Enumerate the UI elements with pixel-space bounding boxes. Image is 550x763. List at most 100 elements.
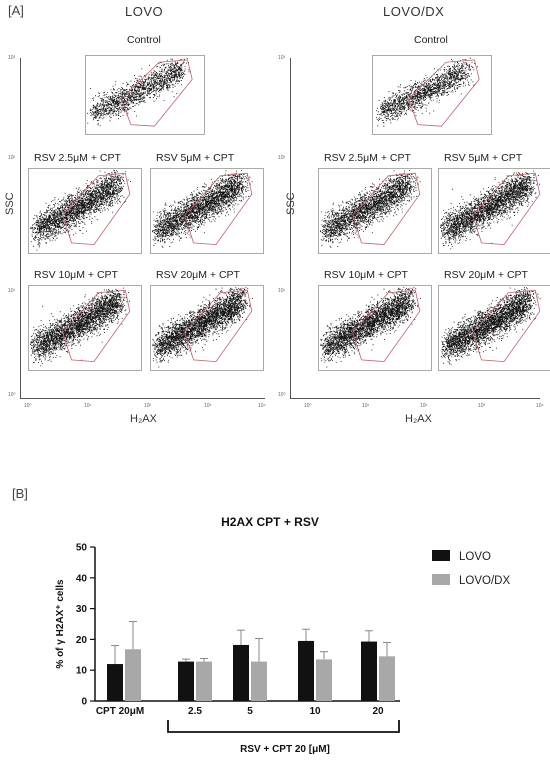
h2ax-gate [184, 172, 253, 246]
bar-lovo [298, 640, 314, 701]
x-tick-label: 10¹ [84, 403, 92, 409]
x-axis-line-lovo-dx [290, 398, 540, 399]
h2ax-gate [120, 59, 193, 127]
condition-title: RSV 5μM + CPT [156, 152, 235, 164]
h2ax-gate [472, 289, 541, 363]
scatter-events [320, 170, 421, 248]
category-label: 10 [309, 706, 321, 717]
control-scatter [376, 57, 480, 127]
y-tick-label: 10³ [278, 55, 286, 61]
condition-title: RSV 5μM + CPT [444, 152, 523, 164]
legend-swatch [432, 550, 450, 561]
ssc-axis-label-lovo-dx: SSC [285, 192, 297, 215]
y-axis-label: % of γ H2AX⁺ cells [55, 579, 66, 669]
x-tick-label: 10² [420, 403, 428, 409]
bar-lovo-dx [316, 659, 332, 701]
condition-plot-lovo-dx-3 [438, 285, 550, 371]
y-tick-label: 10¹ [278, 288, 286, 294]
bar-lovo-dx [196, 661, 212, 701]
condition-title: RSV 20μM + CPT [444, 269, 528, 281]
h2ax-gate [472, 172, 541, 246]
control-scatter [87, 58, 193, 127]
h2ax-gate [62, 289, 131, 363]
x-tick-label: 10¹ [362, 403, 370, 409]
scatter-events [30, 287, 131, 367]
h2ax-gate [62, 172, 131, 246]
scatter-events [152, 287, 253, 368]
group-title-lovo-dx: LOVO/DX [383, 4, 445, 19]
x-tick-label: 10² [144, 403, 152, 409]
x-tick-label: 10³ [204, 403, 212, 409]
condition-plot-lovo-3 [150, 285, 264, 371]
scatter-events [152, 170, 253, 248]
h2ax-axis-label-lovo: H₂AX [130, 413, 157, 425]
ssc-axis-label-lovo: SSC [4, 192, 16, 215]
category-label: 20 [372, 706, 384, 717]
bar-lovo-dx [379, 656, 395, 701]
group-title-lovo: LOVO [125, 4, 164, 19]
control-plot-lovo [85, 55, 205, 135]
scatter-events [440, 170, 540, 250]
condition-scatter [440, 287, 541, 365]
h2ax-gate [352, 172, 421, 246]
group-bracket [167, 720, 400, 733]
condition-plot-lovo-2 [28, 285, 142, 371]
y-tick-label: 10 [76, 666, 88, 677]
y-tick-label: 10² [8, 155, 16, 161]
control-title-lovo-dx: Control [414, 34, 448, 46]
scatter-events [440, 287, 541, 365]
panel-b-label: [B] [12, 486, 28, 501]
condition-plot-lovo-1 [150, 168, 264, 254]
y-tick-label: 10⁰ [8, 392, 16, 398]
bar-lovo [233, 644, 249, 701]
y-tick-label: 0 [81, 697, 87, 708]
condition-title: RSV 2.5μM + CPT [324, 152, 411, 164]
category-label: CPT 20μM [96, 706, 144, 717]
control-title-lovo: Control [127, 34, 161, 46]
x-axis-label: RSV + CPT 20 [μM] [240, 744, 330, 755]
control-plot-lovo-dx [372, 55, 492, 135]
condition-scatter [320, 287, 421, 368]
x-tick-label: 10⁴ [536, 403, 544, 409]
condition-title: RSV 2.5μM + CPT [34, 152, 121, 164]
condition-scatter [30, 170, 131, 251]
scatter-events [376, 57, 478, 127]
y-axis-line-lovo [20, 58, 21, 398]
scatter-events [87, 58, 190, 127]
x-tick-label: 10³ [478, 403, 486, 409]
chart-title: H2AX CPT + RSV [221, 515, 319, 529]
condition-scatter [320, 170, 421, 248]
y-axis-line-lovo-dx [290, 58, 291, 398]
condition-plot-lovo-0 [28, 168, 142, 254]
condition-scatter [152, 287, 253, 368]
x-tick-label: 10⁰ [304, 403, 312, 409]
bar-chart: H2AX CPT + RSV 0 10 20 30 40 50 % of γ H2AX⁺ ce… [55, 515, 510, 755]
scatter-events [30, 170, 131, 251]
y-tick-label: 20 [76, 635, 88, 646]
scatter-events [320, 287, 421, 368]
x-tick-label: 10⁴ [258, 403, 266, 409]
category-label: 2.5 [188, 706, 202, 717]
y-tick-label: 10³ [8, 55, 16, 61]
y-tick-label: 40 [76, 573, 88, 584]
y-tick-label: 30 [76, 604, 88, 615]
condition-scatter [152, 170, 253, 248]
bar-lovo [178, 661, 194, 701]
h2ax-axis-label-lovo-dx: H₂AX [405, 413, 432, 425]
bar-lovo-dx [125, 649, 141, 701]
legend-label: LOVO/DX [459, 575, 510, 587]
condition-title: RSV 10μM + CPT [34, 269, 118, 281]
condition-plot-lovo-dx-0 [318, 168, 432, 254]
y-tick-label: 10¹ [8, 288, 16, 294]
x-tick-label: 10⁰ [24, 403, 32, 409]
legend-swatch [432, 574, 450, 585]
category-label: 5 [247, 706, 253, 717]
condition-scatter [440, 170, 541, 250]
y-tick-label: 10² [278, 155, 286, 161]
condition-title: RSV 20μM + CPT [156, 269, 240, 281]
bar-lovo [107, 664, 123, 701]
legend-label: LOVO [459, 551, 491, 563]
y-tick-label: 10⁰ [278, 392, 286, 398]
panel-a-label: [A] [8, 3, 24, 18]
condition-plot-lovo-dx-1 [438, 168, 550, 254]
